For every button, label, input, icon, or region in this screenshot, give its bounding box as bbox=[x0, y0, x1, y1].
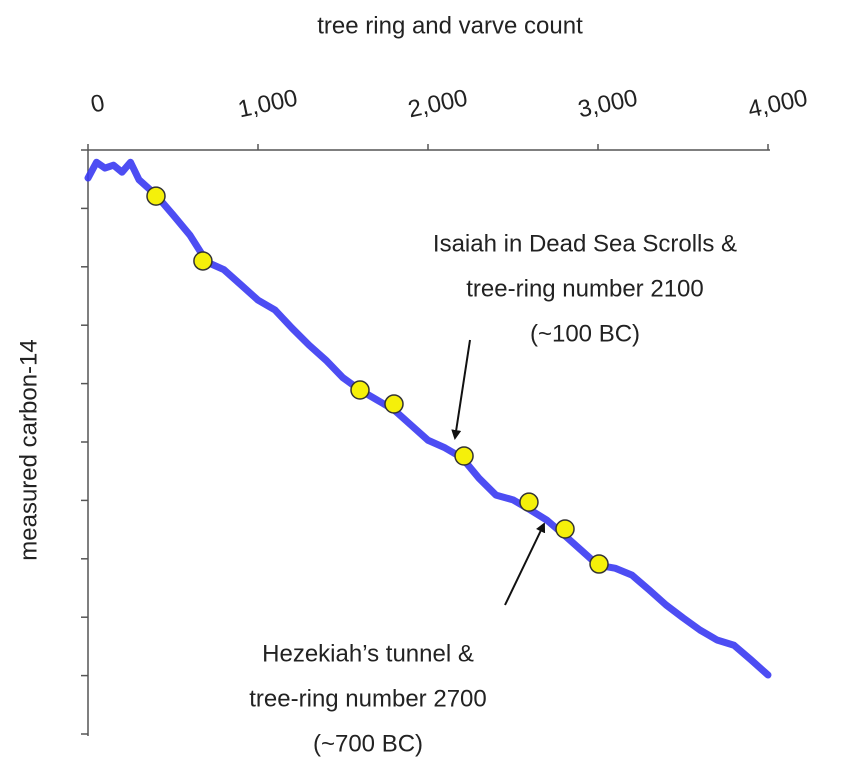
data-point bbox=[193, 251, 213, 271]
x-axis-title: tree ring and varve count bbox=[317, 12, 583, 39]
annotation: (~700 BC) bbox=[313, 730, 423, 757]
data-point bbox=[589, 554, 609, 574]
data-point bbox=[454, 446, 474, 466]
annotation: Hezekiah’s tunnel & bbox=[262, 640, 474, 667]
annotation: tree-ring number 2700 bbox=[249, 685, 486, 712]
data-point bbox=[350, 380, 370, 400]
annotation: tree-ring number 2100 bbox=[466, 275, 703, 302]
x-tick-label: 4,000 bbox=[746, 84, 810, 123]
x-tick-label: 2,000 bbox=[406, 84, 470, 123]
data-point bbox=[146, 186, 166, 206]
annotation: (~100 BC) bbox=[530, 320, 640, 347]
annotation: Isaiah in Dead Sea Scrolls & bbox=[433, 230, 737, 257]
annotation-arrow bbox=[504, 522, 546, 606]
data-point bbox=[384, 394, 404, 414]
x-tick-label: 1,000 bbox=[236, 84, 300, 123]
data-point bbox=[519, 492, 539, 512]
x-tick-label: 0 bbox=[88, 89, 107, 118]
y-axis-title: measured carbon-14 bbox=[15, 339, 42, 560]
annotation-arrow bbox=[451, 339, 471, 440]
data-point bbox=[555, 519, 575, 539]
x-tick-label: 3,000 bbox=[576, 84, 640, 123]
